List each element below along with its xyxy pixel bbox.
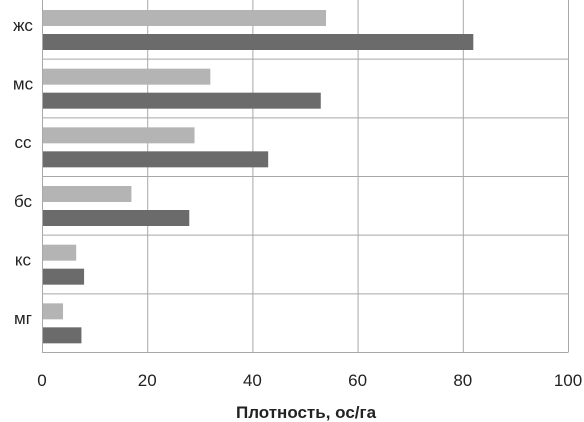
x-tick-label-3: 60 xyxy=(348,371,367,390)
x-tick-label-1: 20 xyxy=(138,371,157,390)
bar-series2-3 xyxy=(43,210,190,226)
bar-series2-2 xyxy=(43,151,269,168)
bar-series2-0 xyxy=(43,34,474,50)
x-tick-labels: 0 20 40 60 80 100 xyxy=(37,371,582,390)
bar-series1-1 xyxy=(43,68,211,85)
x-tick-label-0: 0 xyxy=(37,371,46,390)
bar-series2-5 xyxy=(43,327,82,344)
category-label-1: мс xyxy=(13,74,34,93)
bar-series1-2 xyxy=(43,127,195,144)
bar-series1-3 xyxy=(43,186,132,202)
bar-series2-1 xyxy=(43,92,321,109)
grid xyxy=(42,0,569,353)
category-labels: жс мс сс бс кс мг xyxy=(13,16,34,328)
bar-series1-4 xyxy=(43,244,77,261)
bar-series2-4 xyxy=(43,268,85,285)
category-label-3: бс xyxy=(14,192,33,211)
bar-series1-0 xyxy=(43,10,327,26)
x-tick-label-2: 40 xyxy=(243,371,262,390)
category-label-4: кс xyxy=(15,250,32,269)
category-label-2: сс xyxy=(15,133,33,152)
category-label-0: жс xyxy=(13,16,33,35)
x-axis-title: Плотность, ос/га xyxy=(236,403,377,422)
bars xyxy=(43,10,474,344)
x-tick-label-5: 100 xyxy=(554,371,582,390)
x-tick-label-4: 80 xyxy=(453,371,472,390)
bar-series1-5 xyxy=(43,303,64,320)
category-label-5: мг xyxy=(14,309,32,328)
